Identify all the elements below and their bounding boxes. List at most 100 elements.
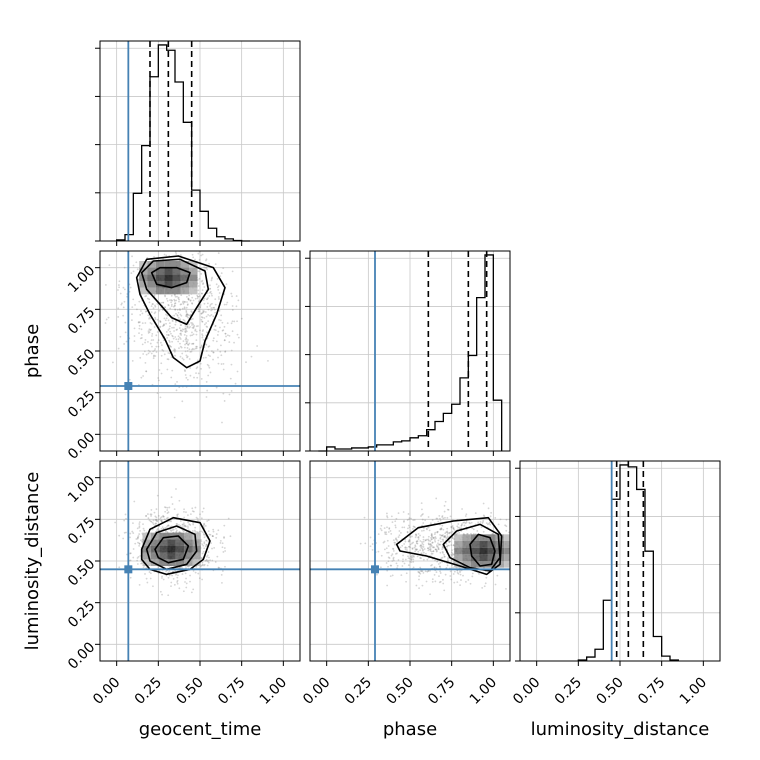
sample-point <box>207 559 210 562</box>
sample-point <box>176 295 178 298</box>
sample-point <box>209 291 211 294</box>
sample-point <box>237 336 240 339</box>
sample-point <box>221 321 224 324</box>
sample-point <box>438 565 441 568</box>
sample-point <box>383 540 386 543</box>
sample-point <box>177 335 180 338</box>
sample-point <box>125 531 127 534</box>
sample-point <box>187 344 190 346</box>
y-tick-label: 0.00 <box>65 429 98 462</box>
sample-point <box>420 544 422 546</box>
sample-point <box>223 303 226 306</box>
sample-point <box>214 303 217 306</box>
sample-point <box>452 544 455 547</box>
sample-point <box>430 534 433 537</box>
sample-point <box>229 377 232 380</box>
sample-point <box>403 520 405 523</box>
sample-point <box>204 311 207 313</box>
sample-point <box>200 280 203 283</box>
sample-point <box>201 543 204 546</box>
sample-point <box>512 532 514 534</box>
sample-point <box>159 396 162 399</box>
sample-point <box>196 366 199 369</box>
sample-point <box>160 516 163 518</box>
sample-point <box>438 514 441 517</box>
sample-point <box>513 535 515 537</box>
sample-point <box>196 297 199 300</box>
sample-point <box>186 303 189 306</box>
sample-point <box>165 297 168 300</box>
sample-point <box>383 548 386 551</box>
sample-point <box>511 525 513 527</box>
sample-point <box>182 522 185 525</box>
density-cell <box>139 281 148 288</box>
sample-point <box>504 524 507 527</box>
sample-point <box>407 555 409 558</box>
sample-point <box>385 547 388 550</box>
sample-point <box>196 531 198 533</box>
sample-point <box>222 329 225 332</box>
sample-point <box>419 540 422 542</box>
sample-point <box>201 510 204 513</box>
sample-point <box>429 569 431 572</box>
sample-point <box>191 507 194 510</box>
sample-point <box>185 342 188 345</box>
sample-point <box>163 317 166 320</box>
sample-point <box>221 581 223 584</box>
sample-point <box>446 564 449 567</box>
sample-point <box>483 585 486 588</box>
sample-point <box>441 556 444 559</box>
sample-point <box>173 299 176 302</box>
sample-point <box>157 339 160 342</box>
sample-point <box>208 345 211 348</box>
sample-point <box>203 563 206 566</box>
sample-point <box>184 350 187 353</box>
sample-point <box>437 548 440 551</box>
sample-point <box>216 334 219 336</box>
sample-point <box>199 346 202 349</box>
density-cell <box>189 274 198 281</box>
sample-point <box>159 590 162 593</box>
sample-point <box>187 514 189 517</box>
sample-point <box>216 555 219 558</box>
sample-point <box>439 565 441 568</box>
sample-point <box>182 302 185 305</box>
sample-point <box>150 352 153 355</box>
sample-point <box>482 530 485 533</box>
sample-point <box>175 522 178 525</box>
sample-point <box>139 554 142 557</box>
sample-point <box>182 318 185 321</box>
sample-point <box>157 379 160 382</box>
sample-point <box>456 525 459 528</box>
sample-point <box>200 312 203 315</box>
sample-point <box>436 531 439 534</box>
sample-point <box>429 547 432 550</box>
sample-point <box>204 559 207 562</box>
sample-point <box>420 552 423 555</box>
sample-point <box>176 514 179 516</box>
sample-point <box>133 500 136 503</box>
sample-point <box>173 314 176 317</box>
sample-point <box>223 339 226 342</box>
sample-point <box>195 325 198 328</box>
sample-point <box>135 538 138 540</box>
sample-point <box>412 560 415 563</box>
sample-point <box>210 307 213 309</box>
sample-point <box>205 267 208 269</box>
sample-point <box>160 520 163 523</box>
sample-point <box>198 258 201 261</box>
sample-point <box>199 565 202 568</box>
sample-point <box>382 541 385 544</box>
contour-level-1 <box>145 525 198 571</box>
sample-point <box>159 341 162 344</box>
sample-point <box>117 289 119 291</box>
sample-point <box>143 529 146 532</box>
sample-point <box>207 530 210 533</box>
sample-point <box>131 359 134 362</box>
sample-point <box>424 539 427 542</box>
sample-point <box>213 308 216 311</box>
sample-point <box>427 547 429 550</box>
sample-point <box>112 361 114 364</box>
sample-point <box>139 529 141 532</box>
sample-point <box>185 296 188 298</box>
